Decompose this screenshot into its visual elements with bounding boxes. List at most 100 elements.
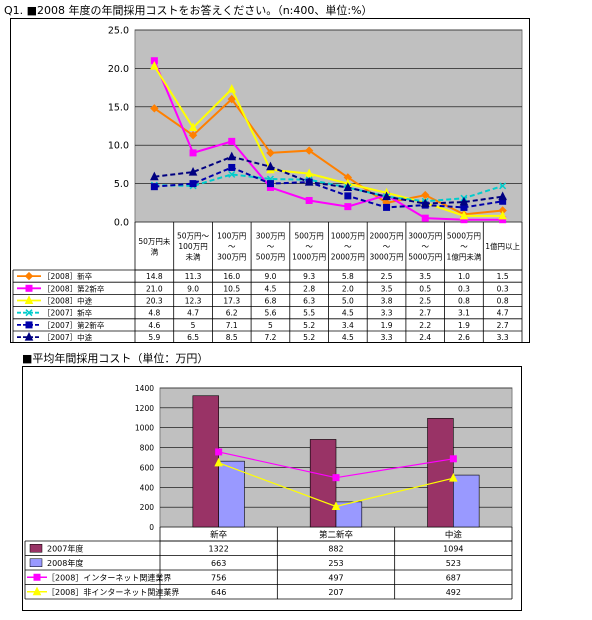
data-label: 21.0 bbox=[146, 284, 163, 293]
series-line bbox=[154, 166, 503, 209]
data-label: 12.3 bbox=[185, 297, 202, 306]
data-label: 253 bbox=[328, 559, 343, 568]
x-tick-label-line: 1億円未満 bbox=[447, 252, 482, 262]
data-point bbox=[383, 203, 391, 211]
data-label: 646 bbox=[211, 588, 226, 597]
data-label: 1.0 bbox=[458, 272, 470, 281]
x-tick-label-line: ～ bbox=[344, 242, 352, 251]
bar bbox=[309, 439, 337, 528]
y-tick-label: 0 bbox=[149, 523, 154, 532]
legend-entry: ［2008］新卒 bbox=[17, 271, 93, 281]
legend-label: ［2008］非インターネット関連業界 bbox=[47, 587, 179, 597]
x-tick-label-line: ～ bbox=[228, 242, 236, 251]
y-axis: 25.0 20.0 15.0 10.0 5.0 0.0 bbox=[108, 26, 522, 229]
data-label: 4.7 bbox=[187, 309, 199, 318]
data-point bbox=[150, 60, 159, 70]
y-tick-label: 0.0 bbox=[114, 218, 129, 229]
data-point bbox=[266, 161, 275, 171]
data-point bbox=[343, 182, 353, 191]
data-point bbox=[421, 214, 429, 222]
data-label: 497 bbox=[328, 573, 343, 582]
data-label: 1.9 bbox=[458, 321, 470, 330]
data-point bbox=[227, 94, 236, 104]
series-lines bbox=[150, 57, 507, 224]
line-chart: 25.020.015.010.05.00.050万円未満50万円～100万円未満… bbox=[10, 18, 530, 343]
data-label: 3.1 bbox=[458, 309, 470, 318]
x-tick-label-line: 1億円以上 bbox=[485, 241, 520, 251]
data-point bbox=[499, 182, 507, 190]
data-point bbox=[498, 210, 507, 220]
x-tick-label-line: 50万円未 bbox=[138, 236, 171, 246]
data-point bbox=[215, 448, 223, 456]
data-point bbox=[150, 171, 159, 181]
y-tick-label: 25.0 bbox=[108, 26, 129, 37]
data-label: 663 bbox=[211, 559, 226, 568]
data-label: 16.0 bbox=[223, 272, 240, 281]
data-label: 5.6 bbox=[264, 309, 276, 318]
y-tick-label: 800 bbox=[140, 444, 155, 453]
legend-label: ［2008］中途 bbox=[43, 296, 93, 306]
legend-marker bbox=[25, 321, 33, 329]
data-label: 2.5 bbox=[419, 297, 431, 306]
data-label: 6.5 bbox=[187, 333, 199, 342]
data-label: 492 bbox=[446, 588, 461, 597]
legend-entry: 2007年度 bbox=[29, 543, 83, 553]
y-tick-label: 200 bbox=[140, 503, 155, 512]
data-label: 2.4 bbox=[419, 333, 431, 342]
x-tick-label: 中途 bbox=[445, 530, 463, 541]
x-tick-label: 500万円～ 1000万円 bbox=[292, 232, 326, 262]
data-label: 0.3 bbox=[458, 284, 470, 293]
bar-chart: 1400 1200 1000 800 600 400 200 0 新卒 第二新卒 中途 2007年度 1… bbox=[22, 366, 522, 611]
bar bbox=[218, 460, 245, 528]
data-label: 4.7 bbox=[497, 309, 509, 318]
data-label: 9.0 bbox=[187, 284, 199, 293]
data-label: 7.2 bbox=[264, 333, 276, 342]
x-tick-label: 第二新卒 bbox=[319, 530, 354, 541]
data-point bbox=[214, 457, 223, 467]
legend-entry: ［2007］第2新卒 bbox=[17, 320, 105, 330]
data-label: 5 bbox=[191, 321, 196, 330]
legend-marker bbox=[33, 573, 41, 581]
data-label: 6.8 bbox=[264, 297, 276, 306]
legend-label: 2008年度 bbox=[47, 558, 83, 568]
data-label: 5.2 bbox=[303, 333, 315, 342]
data-point bbox=[188, 166, 198, 176]
data-label: 5.9 bbox=[148, 333, 160, 342]
legend-marker bbox=[24, 271, 34, 281]
data-label: 2.5 bbox=[381, 272, 393, 281]
data-point bbox=[266, 180, 274, 188]
data-label: 756 bbox=[211, 573, 226, 582]
y-tick-label: 1000 bbox=[135, 424, 154, 433]
data-table: 新卒 第二新卒 中途 2007年度 1322 882 1094 2008年度 663 253 523… bbox=[24, 527, 513, 600]
legend-label: 2007年度 bbox=[47, 543, 83, 553]
x-tick-label-line: 500万円 bbox=[256, 253, 285, 262]
legend-entry: ［2008］中途 bbox=[17, 295, 93, 306]
data-label: 7.1 bbox=[226, 321, 238, 330]
x-tick-label-line: 3000万円 bbox=[408, 232, 442, 241]
data-label: 4.5 bbox=[342, 333, 354, 342]
y-tick-label: 5.0 bbox=[114, 179, 129, 190]
data-label: 2.8 bbox=[303, 284, 315, 293]
data-label: 9.0 bbox=[264, 272, 276, 281]
x-tick-label-line: 50万円～ bbox=[177, 232, 210, 241]
y-tick-label: 600 bbox=[140, 463, 155, 472]
x-tick-label-line: 2000万円 bbox=[331, 253, 365, 262]
data-point bbox=[459, 210, 469, 220]
data-point bbox=[150, 104, 159, 113]
data-label: 6.3 bbox=[303, 297, 315, 306]
legend-entry: ［2008］非インターネット関連業界 bbox=[27, 586, 179, 597]
data-label: 0.8 bbox=[497, 297, 509, 306]
data-label: 1322 bbox=[208, 544, 228, 553]
data-table: 50万円未満50万円～100万円未満100万円～300万円300万円～500万円… bbox=[12, 222, 523, 343]
legend-entry: ［2007］中途 bbox=[17, 331, 93, 342]
data-label: 11.3 bbox=[185, 272, 202, 281]
data-label: 2.7 bbox=[419, 309, 431, 318]
data-label: 4.8 bbox=[148, 309, 160, 318]
data-label: 1.5 bbox=[497, 272, 509, 281]
data-label: 17.3 bbox=[223, 297, 240, 306]
x-tick-label-line: 5000万円 bbox=[447, 232, 481, 241]
series-0 bbox=[150, 94, 507, 219]
legend-entry: 2008年度 bbox=[29, 558, 83, 568]
